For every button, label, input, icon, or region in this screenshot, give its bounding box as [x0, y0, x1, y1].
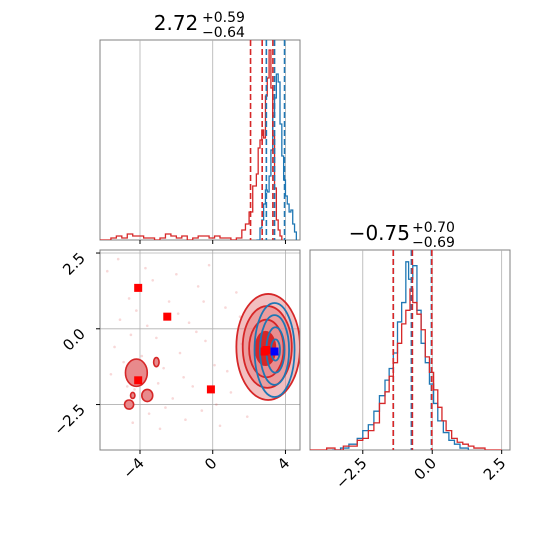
- scatter-sample-point: [151, 279, 155, 282]
- scatter-sample-point: [145, 324, 149, 328]
- panel-hist-x-title: 2.72: [154, 11, 199, 35]
- scatter-sample-point: [215, 403, 218, 406]
- hist-y-tick-label: −2.5: [332, 454, 370, 492]
- scatter-sample-point: [207, 263, 211, 267]
- hist-x-red-series: [100, 49, 283, 240]
- scatter-x-tick-label: −4: [119, 454, 147, 482]
- scatter-sample-point: [144, 266, 147, 270]
- scatter-sample-point: [116, 257, 120, 261]
- scatter-y-tick-label: −2.5: [50, 401, 88, 439]
- hist-y-tick-label: 2.5: [480, 454, 510, 484]
- scatter-sample-point: [213, 363, 216, 367]
- scatter-sample-point: [158, 427, 162, 431]
- scatter-sample-point: [224, 306, 227, 309]
- scatter-red-square-marker: [163, 312, 172, 321]
- panel-hist-x-title-minus: −0.64: [202, 25, 245, 41]
- scatter-red-square-marker: [260, 347, 269, 356]
- scatter-sample-point: [162, 366, 165, 370]
- scatter-sample-point: [164, 406, 167, 409]
- scatter-sample-point: [129, 333, 133, 337]
- scatter-sample-point: [135, 309, 138, 312]
- scatter-sample-point: [156, 382, 160, 385]
- panel-hist-x-quantile-lines: [249, 40, 286, 240]
- scatter-sample-point: [184, 418, 187, 421]
- panel-hist-x-grid: [139, 40, 286, 244]
- panel-hist-y-title-plus: +0.70: [412, 220, 455, 236]
- panel-hist-y-series: [310, 261, 502, 450]
- scatter-sample-point: [176, 312, 180, 315]
- scatter-red-square-marker: [206, 385, 215, 394]
- panel-scatter-2d-markers: [134, 283, 279, 394]
- scatter-red-square-marker: [134, 283, 143, 292]
- scatter-sample-point: [202, 300, 205, 303]
- scatter-low-density-contour: [123, 399, 135, 410]
- scatter-sample-point: [196, 285, 200, 288]
- scatter-sample-point: [182, 375, 185, 379]
- panel-hist-y-frame: [309, 249, 511, 451]
- scatter-sample-point: [105, 269, 109, 273]
- scatter-sample-point: [127, 297, 131, 300]
- scatter-red-square-marker: [134, 376, 143, 385]
- scatter-sample-point: [187, 321, 191, 325]
- panel-hist-y-quantile-lines: [392, 250, 433, 450]
- scatter-sample-point: [140, 354, 144, 358]
- scatter-sample-point: [195, 330, 198, 334]
- scatter-sample-point: [235, 291, 238, 294]
- panel-hist-y: −2.5 0.0 2.5 −0.75 +0.70 −0.69: [309, 220, 511, 493]
- scatter-sample-point: [125, 385, 129, 388]
- panel-hist-x-frame: [99, 39, 301, 241]
- panel-scatter-2d-grid: [100, 250, 300, 450]
- panel-hist-y-title-minus: −0.69: [412, 235, 455, 251]
- scatter-sample-point: [131, 421, 135, 425]
- hist-y-red-series: [310, 288, 502, 450]
- scatter-sample-point: [204, 339, 207, 343]
- scatter-x-tick-label: 0: [201, 454, 220, 473]
- scatter-sample-point: [171, 397, 175, 400]
- scatter-sample-point: [109, 372, 113, 376]
- scatter-sample-point: [155, 336, 158, 340]
- scatter-blue-contour: [253, 302, 296, 398]
- scatter-sample-point: [122, 360, 125, 364]
- panel-scatter-2d-frame: [99, 249, 301, 451]
- hist-y-blue-series: [332, 261, 469, 450]
- scatter-y-tick-label: 2.5: [59, 249, 89, 279]
- scatter-sample-point: [191, 385, 195, 388]
- scatter-sample-point: [133, 388, 136, 391]
- panel-hist-y-title-main: −0.75: [349, 221, 410, 245]
- scatter-sample-point: [225, 369, 229, 373]
- panel-hist-x-title-main: 2.72: [154, 11, 199, 35]
- scatter-x-tick-label: 4: [274, 454, 293, 473]
- panel-scatter-2d: −4 0 4 2.5 0.0 −2.5: [50, 249, 301, 482]
- scatter-y-tick-label: 0.0: [59, 325, 89, 355]
- panel-hist-x-title-plus: +0.59: [202, 10, 245, 26]
- scatter-sample-point: [167, 300, 171, 303]
- scatter-sample-point: [175, 272, 178, 276]
- scatter-sample-point: [238, 315, 242, 318]
- scatter-blue-contour: [259, 314, 290, 386]
- scatter-sample-point: [218, 424, 222, 428]
- scatter-sample-point: [147, 412, 151, 415]
- scatter-low-density-contour: [141, 388, 154, 403]
- hist-y-tick-label: 0.0: [410, 454, 440, 484]
- scatter-blue-square-marker: [270, 347, 279, 356]
- panel-hist-x-series: [100, 49, 298, 240]
- scatter-sample-point: [200, 409, 204, 412]
- panel-hist-y-ticks: −2.5 0.0 2.5: [332, 450, 509, 493]
- scatter-low-density-contour: [152, 356, 160, 368]
- panel-hist-x: 2.72 +0.59 −0.64: [99, 10, 301, 244]
- scatter-low-density-contour: [129, 391, 136, 400]
- scatter-sample-point: [229, 391, 233, 394]
- scatter-sample-point: [113, 345, 116, 349]
- scatter-sample-point: [178, 351, 182, 355]
- hist-x-blue-series: [256, 73, 298, 240]
- scatter-sample-point: [245, 415, 249, 418]
- scatter-sample-point: [118, 318, 122, 321]
